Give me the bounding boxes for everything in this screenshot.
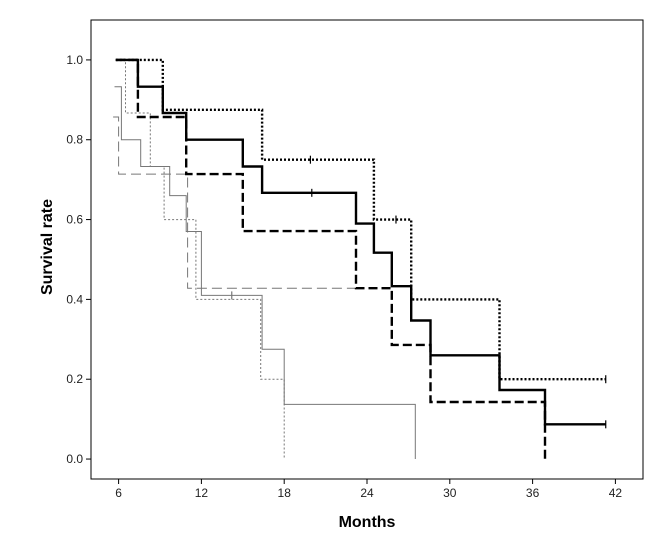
y-tick-label: 0.8 [66, 133, 83, 147]
plot-frame [90, 19, 644, 480]
y-axis-ticks: 0.0 0.2 0.4 0.6 0.8 1.0 [66, 53, 91, 466]
x-tick-label: 36 [526, 486, 540, 500]
x-axis-ticks: 6 12 18 24 30 36 42 [115, 479, 622, 500]
y-tick-label: 0.0 [66, 452, 83, 466]
y-tick-label: 0.6 [66, 213, 83, 227]
y-axis-title: Survival rate [39, 199, 56, 295]
x-tick-label: 42 [609, 486, 623, 500]
survival-curve-dotted-thick [115, 58, 606, 381]
y-tick-label: 1.0 [66, 53, 83, 67]
y-tick-label: 0.4 [66, 292, 83, 306]
x-tick-label: 18 [278, 486, 292, 500]
survival-curve-dashed-thick [115, 58, 547, 459]
survival-curves [113, 58, 607, 459]
survival-curve-dotted-thin [115, 59, 285, 459]
survival-curve-solid-thick [115, 58, 606, 426]
y-tick-label: 0.2 [66, 372, 83, 386]
x-tick-label: 24 [360, 486, 374, 500]
survival-curve-solid-thin [114, 86, 416, 459]
survival-curve-dashed-thin [113, 116, 356, 289]
x-axis-title: Months [339, 514, 396, 531]
x-tick-label: 30 [443, 486, 457, 500]
x-tick-label: 6 [115, 486, 122, 500]
x-tick-label: 12 [195, 486, 209, 500]
